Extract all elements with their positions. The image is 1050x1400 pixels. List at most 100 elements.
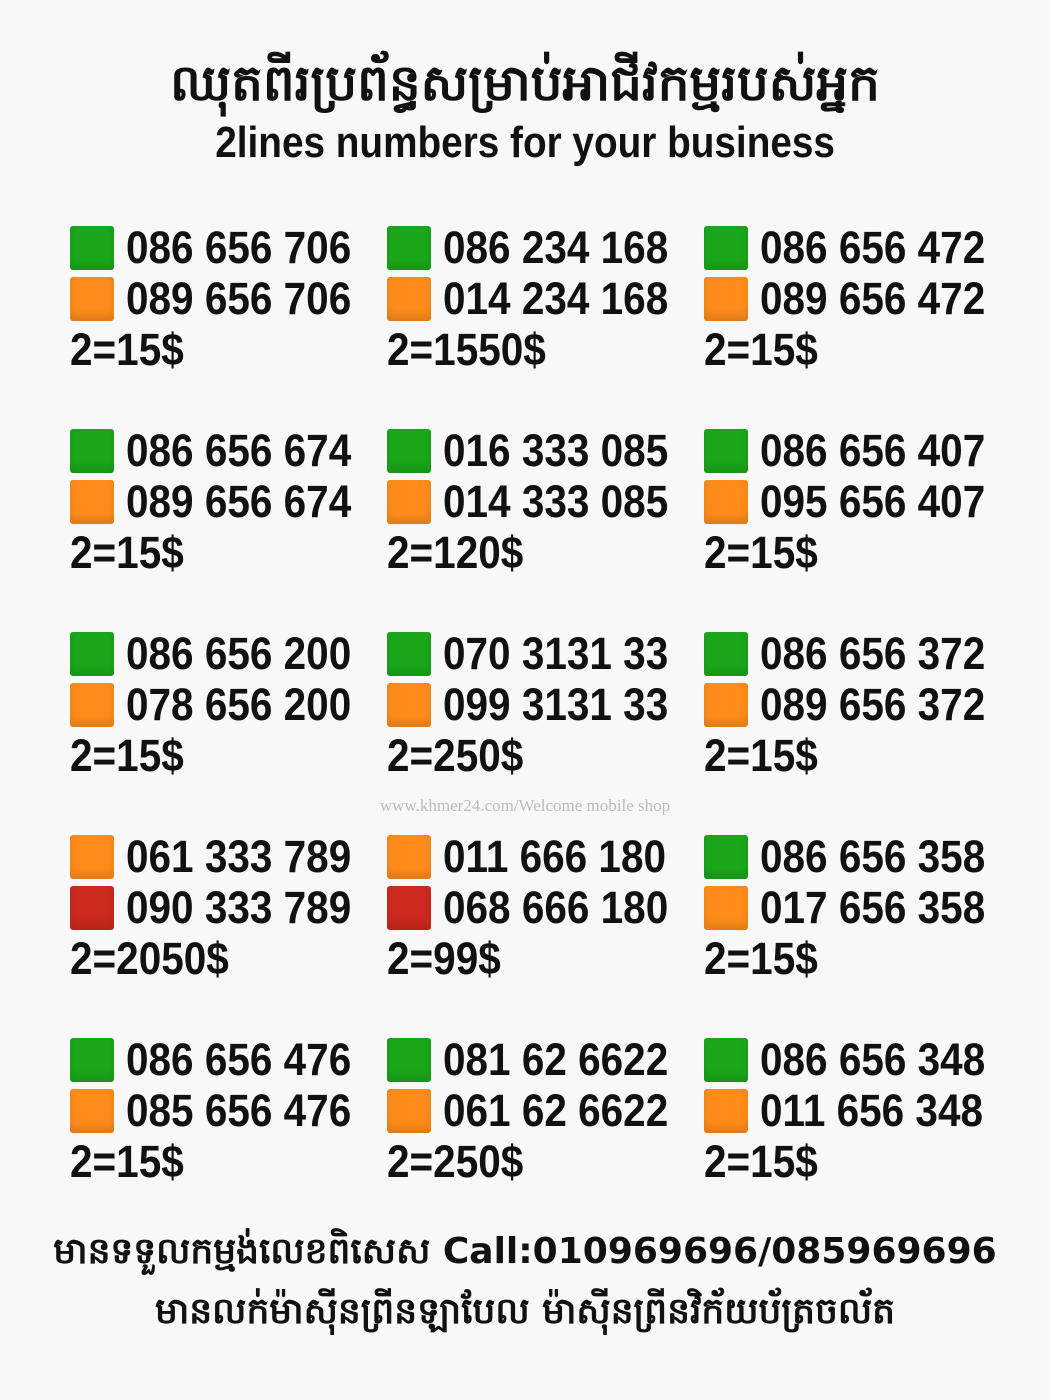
green-square-icon — [704, 1037, 748, 1082]
orange-square-icon — [704, 682, 748, 727]
phone-line: 070 3131 33 — [387, 628, 704, 679]
phone-number: 086 656 472 — [760, 221, 986, 273]
phone-number: 011 666 180 — [443, 830, 666, 882]
orange-square-icon — [70, 479, 114, 524]
phone-line: 099 3131 33 — [387, 679, 704, 730]
set-price: 2=15$ — [70, 324, 184, 375]
phone-line: 086 656 472 — [704, 222, 1021, 273]
orange-square-icon — [704, 479, 748, 524]
phone-number: 089 656 674 — [126, 475, 352, 527]
set-price: 2=15$ — [70, 527, 184, 578]
number-set: 086 656 476 085 656 476 2=15$ — [70, 1034, 387, 1237]
orange-square-icon — [387, 682, 431, 727]
phone-line: 016 333 085 — [387, 425, 704, 476]
set-price: 2=250$ — [387, 730, 524, 781]
set-price: 2=2050$ — [70, 933, 229, 984]
green-square-icon — [70, 631, 114, 676]
set-price: 2=15$ — [704, 324, 818, 375]
orange-square-icon — [70, 682, 114, 727]
phone-number: 016 333 085 — [443, 424, 669, 476]
phone-line: 061 62 6622 — [387, 1085, 704, 1136]
set-price: 2=15$ — [704, 933, 818, 984]
green-square-icon — [70, 225, 114, 270]
phone-number: 099 3131 33 — [443, 678, 669, 730]
phone-line: 081 62 6622 — [387, 1034, 704, 1085]
phone-number: 089 656 372 — [760, 678, 986, 730]
green-square-icon — [387, 1037, 431, 1082]
title-khmer: ឈុតពីរប្រព័ន្ធសម្រាប់អាជីវកម្មរបស់អ្នក — [170, 54, 880, 112]
phone-line: 086 656 674 — [70, 425, 387, 476]
red-square-icon — [387, 885, 431, 930]
phone-line: 014 333 085 — [387, 476, 704, 527]
phone-line: 089 656 706 — [70, 273, 387, 324]
green-square-icon — [387, 225, 431, 270]
phone-number: 086 656 674 — [126, 424, 352, 476]
phone-line: 011 656 348 — [704, 1085, 1021, 1136]
phone-line: 086 234 168 — [387, 222, 704, 273]
phone-line: 086 656 358 — [704, 831, 1021, 882]
phone-line: 089 656 372 — [704, 679, 1021, 730]
phone-number: 086 656 348 — [760, 1033, 986, 1085]
phone-number: 089 656 472 — [760, 272, 986, 324]
phone-line: 086 656 476 — [70, 1034, 387, 1085]
phone-line: 086 656 407 — [704, 425, 1021, 476]
number-set: 061 333 789 090 333 789 2=2050$ — [70, 831, 387, 1034]
phone-number: 090 333 789 — [126, 881, 352, 933]
phone-line: 011 666 180 — [387, 831, 704, 882]
phone-number: 017 656 358 — [760, 881, 986, 933]
green-square-icon — [704, 428, 748, 473]
phone-number: 085 656 476 — [126, 1084, 352, 1136]
set-price: 2=15$ — [704, 730, 818, 781]
number-set: 011 666 180 068 666 180 2=99$ — [387, 831, 704, 1034]
phone-number: 081 62 6622 — [443, 1033, 669, 1085]
orange-square-icon — [70, 1088, 114, 1133]
orange-square-icon — [387, 479, 431, 524]
number-set: 086 656 472 089 656 472 2=15$ — [704, 222, 1021, 425]
footer-contact: មានទទួលកម្មង់លេខពិសេស Call:010969696/085… — [53, 1231, 997, 1272]
orange-square-icon — [387, 276, 431, 321]
green-square-icon — [704, 631, 748, 676]
phone-number: 014 234 168 — [443, 272, 669, 324]
orange-square-icon — [704, 276, 748, 321]
phone-number: 095 656 407 — [760, 475, 986, 527]
phone-number: 086 656 372 — [760, 627, 986, 679]
green-square-icon — [387, 631, 431, 676]
phone-line: 086 656 372 — [704, 628, 1021, 679]
number-set: 086 656 706 089 656 706 2=15$ — [70, 222, 387, 425]
number-set: 086 656 372 089 656 372 2=15$ — [704, 628, 1021, 831]
red-square-icon — [70, 885, 114, 930]
phone-number: 061 62 6622 — [443, 1084, 669, 1136]
set-price: 2=15$ — [70, 1136, 184, 1187]
green-square-icon — [70, 428, 114, 473]
phone-line: 085 656 476 — [70, 1085, 387, 1136]
set-price: 2=15$ — [704, 1136, 818, 1187]
phone-number: 078 656 200 — [126, 678, 352, 730]
green-square-icon — [70, 1037, 114, 1082]
phone-line: 061 333 789 — [70, 831, 387, 882]
orange-square-icon — [70, 834, 114, 879]
set-price: 2=99$ — [387, 933, 501, 984]
green-square-icon — [704, 834, 748, 879]
title-english: 2lines numbers for your business — [215, 118, 835, 167]
phone-line: 014 234 168 — [387, 273, 704, 324]
phone-number: 089 656 706 — [126, 272, 352, 324]
orange-square-icon — [70, 276, 114, 321]
green-square-icon — [704, 225, 748, 270]
set-price: 2=15$ — [704, 527, 818, 578]
set-price: 2=120$ — [387, 527, 524, 578]
phone-number: 014 333 085 — [443, 475, 669, 527]
number-set: 070 3131 33 099 3131 33 2=250$ — [387, 628, 704, 831]
number-set: 086 656 407 095 656 407 2=15$ — [704, 425, 1021, 628]
phone-number: 086 656 200 — [126, 627, 352, 679]
orange-square-icon — [387, 834, 431, 879]
phone-number: 086 656 407 — [760, 424, 986, 476]
watermark: www.khmer24.com/Welcome mobile shop — [379, 796, 671, 815]
phone-line: 017 656 358 — [704, 882, 1021, 933]
number-set: 081 62 6622 061 62 6622 2=250$ — [387, 1034, 704, 1237]
phone-line: 086 656 200 — [70, 628, 387, 679]
set-price: 2=250$ — [387, 1136, 524, 1187]
phone-line: 089 656 472 — [704, 273, 1021, 324]
footer-services: មានលក់ម៉ាស៊ីនព្រីនឡាបែល ម៉ាស៊ីនព្រីនវិក័… — [155, 1291, 895, 1332]
phone-number: 068 666 180 — [443, 881, 669, 933]
number-sets-grid: 086 656 706 089 656 706 2=15$ 086 234 168 01… — [70, 222, 1030, 1237]
